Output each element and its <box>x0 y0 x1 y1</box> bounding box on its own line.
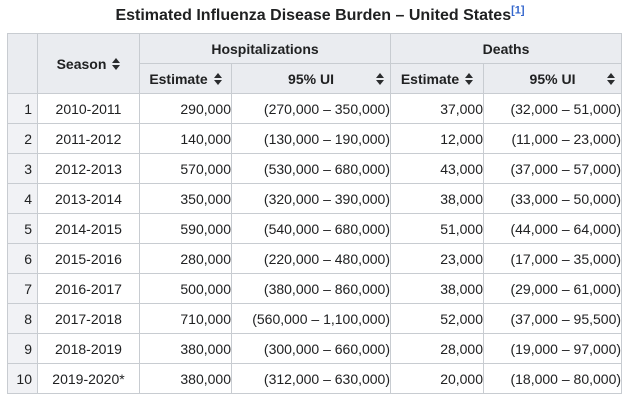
row-number: 2 <box>7 123 38 154</box>
hosp-ui-cell: (130,000 – 190,000) <box>230 123 392 154</box>
hosp-estimate-cell: 570,000 <box>139 153 232 184</box>
title-text: Estimated Influenza Disease Burden – Uni… <box>115 7 512 24</box>
hosp-ui-cell: (380,000 – 860,000) <box>230 273 392 304</box>
table-body: 1 2010-2011 290,000 (270,000 – 350,000) 37,0… <box>7 93 623 394</box>
season-cell: 2012-2013 <box>37 153 140 184</box>
reference-link[interactable]: [1] <box>511 4 525 17</box>
hosp-estimate-cell: 350,000 <box>139 183 232 214</box>
season-cell: 2019-2020* <box>37 363 140 394</box>
sub-header-row: Estimate 95% UI Estimate 95% UI <box>8 63 623 94</box>
deaths-group-header: Deaths <box>390 33 623 64</box>
season-cell: 2017-2018 <box>37 303 140 334</box>
hospitalizations-group-header: Hospitalizations <box>138 33 392 64</box>
deaths-ui-cell: (32,000 – 51,000) <box>483 93 623 124</box>
season-cell: 2011-2012 <box>37 123 140 154</box>
season-cell: 2018-2019 <box>37 333 140 364</box>
hosp-ui-header[interactable]: 95% UI <box>230 63 392 94</box>
row-number: 4 <box>7 183 38 214</box>
table-row: 6 2015-2016 280,000 (220,000 – 480,000) 23,0… <box>7 243 623 274</box>
table-row: 7 2016-2017 500,000 (380,000 – 860,000) 38,0… <box>7 273 623 304</box>
hosp-estimate-header[interactable]: Estimate <box>139 63 232 94</box>
deaths-estimate-cell: 37,000 <box>390 93 485 124</box>
hosp-estimate-cell: 140,000 <box>139 123 232 154</box>
hosp-ui-cell: (320,000 – 390,000) <box>230 183 392 214</box>
deaths-ui-cell: (37,000 – 95,500) <box>483 303 623 334</box>
influenza-burden-table: Season Hospitalizations Deaths Estimate … <box>7 33 623 394</box>
table-row: 8 2017-2018 710,000 (560,000 – 1,100,000) 52… <box>7 303 623 334</box>
sort-both-icon <box>213 72 222 85</box>
hosp-estimate-label: Estimate <box>149 70 208 87</box>
row-number: 1 <box>7 93 38 124</box>
row-number: 6 <box>7 243 38 274</box>
hosp-estimate-cell: 380,000 <box>139 363 232 394</box>
deaths-ui-header[interactable]: 95% UI <box>483 63 623 94</box>
season-column-header[interactable]: Season <box>37 33 140 94</box>
hosp-ui-cell: (220,000 – 480,000) <box>230 243 392 274</box>
hosp-estimate-cell: 710,000 <box>139 303 232 334</box>
deaths-estimate-cell: 52,000 <box>390 303 485 334</box>
hosp-ui-label: 95% UI <box>288 70 334 87</box>
corner-cell <box>7 33 38 94</box>
row-number: 8 <box>7 303 38 334</box>
deaths-ui-cell: (33,000 – 50,000) <box>483 183 623 214</box>
hosp-ui-cell: (300,000 – 660,000) <box>230 333 392 364</box>
row-number: 5 <box>7 213 38 244</box>
deaths-estimate-header[interactable]: Estimate <box>390 63 485 94</box>
table-row: 3 2012-2013 570,000 (530,000 – 680,000) 43,0… <box>7 153 623 184</box>
deaths-ui-cell: (18,000 – 80,000) <box>483 363 623 394</box>
deaths-estimate-cell: 38,000 <box>390 273 485 304</box>
deaths-ui-cell: (19,000 – 97,000) <box>483 333 623 364</box>
hosp-ui-cell: (270,000 – 350,000) <box>230 93 392 124</box>
table-title: Estimated Influenza Disease Burden – Uni… <box>0 0 640 26</box>
deaths-estimate-label: Estimate <box>400 70 460 87</box>
hosp-ui-cell: (560,000 – 1,100,000) <box>230 303 392 334</box>
deaths-ui-cell: (17,000 – 35,000) <box>483 243 623 274</box>
sort-both-icon <box>607 72 616 85</box>
sort-both-icon <box>465 72 474 85</box>
table-row: 10 2019-2020* 380,000 (312,000 – 630,000) 20… <box>7 363 623 394</box>
hosp-ui-cell: (312,000 – 630,000) <box>230 363 392 394</box>
season-cell: 2010-2011 <box>37 93 140 124</box>
deaths-ui-cell: (37,000 – 57,000) <box>483 153 623 184</box>
deaths-ui-cell: (44,000 – 64,000) <box>483 213 623 244</box>
deaths-estimate-cell: 12,000 <box>390 123 485 154</box>
sort-both-icon <box>112 57 121 70</box>
table-row: 5 2014-2015 590,000 (540,000 – 680,000) 51,0… <box>7 213 623 244</box>
hosp-ui-cell: (540,000 – 680,000) <box>230 213 392 244</box>
deaths-ui-cell: (29,000 – 61,000) <box>483 273 623 304</box>
season-header-label: Season <box>56 55 107 72</box>
deaths-estimate-cell: 43,000 <box>390 153 485 184</box>
deaths-estimate-cell: 51,000 <box>390 213 485 244</box>
table-row: 1 2010-2011 290,000 (270,000 – 350,000) 37,0… <box>7 93 623 124</box>
season-cell: 2015-2016 <box>37 243 140 274</box>
row-number: 3 <box>7 153 38 184</box>
row-number: 10 <box>7 363 38 394</box>
sort-both-icon <box>376 72 385 85</box>
table-row: 4 2013-2014 350,000 (320,000 – 390,000) 38,0… <box>7 183 623 214</box>
row-number: 7 <box>7 273 38 304</box>
deaths-estimate-cell: 20,000 <box>390 363 485 394</box>
hosp-ui-cell: (530,000 – 680,000) <box>230 153 392 184</box>
deaths-estimate-cell: 28,000 <box>390 333 485 364</box>
hosp-estimate-cell: 380,000 <box>139 333 232 364</box>
deaths-estimate-cell: 23,000 <box>390 243 485 274</box>
deaths-ui-cell: (11,000 – 23,000) <box>483 123 623 154</box>
hosp-estimate-cell: 590,000 <box>139 213 232 244</box>
hosp-estimate-cell: 280,000 <box>139 243 232 274</box>
row-number: 9 <box>7 333 38 364</box>
group-header-row: Season Hospitalizations Deaths <box>7 33 623 94</box>
table-header: Season Hospitalizations Deaths Estimate … <box>7 33 623 94</box>
deaths-ui-label: 95% UI <box>529 70 576 87</box>
season-cell: 2013-2014 <box>37 183 140 214</box>
table-row: 9 2018-2019 380,000 (300,000 – 660,000) 28,0… <box>7 333 623 364</box>
hosp-estimate-cell: 290,000 <box>139 93 232 124</box>
table-row: 2 2011-2012 140,000 (130,000 – 190,000) 12,0… <box>7 123 623 154</box>
season-cell: 2016-2017 <box>37 273 140 304</box>
deaths-estimate-cell: 38,000 <box>390 183 485 214</box>
hosp-estimate-cell: 500,000 <box>139 273 232 304</box>
season-cell: 2014-2015 <box>37 213 140 244</box>
